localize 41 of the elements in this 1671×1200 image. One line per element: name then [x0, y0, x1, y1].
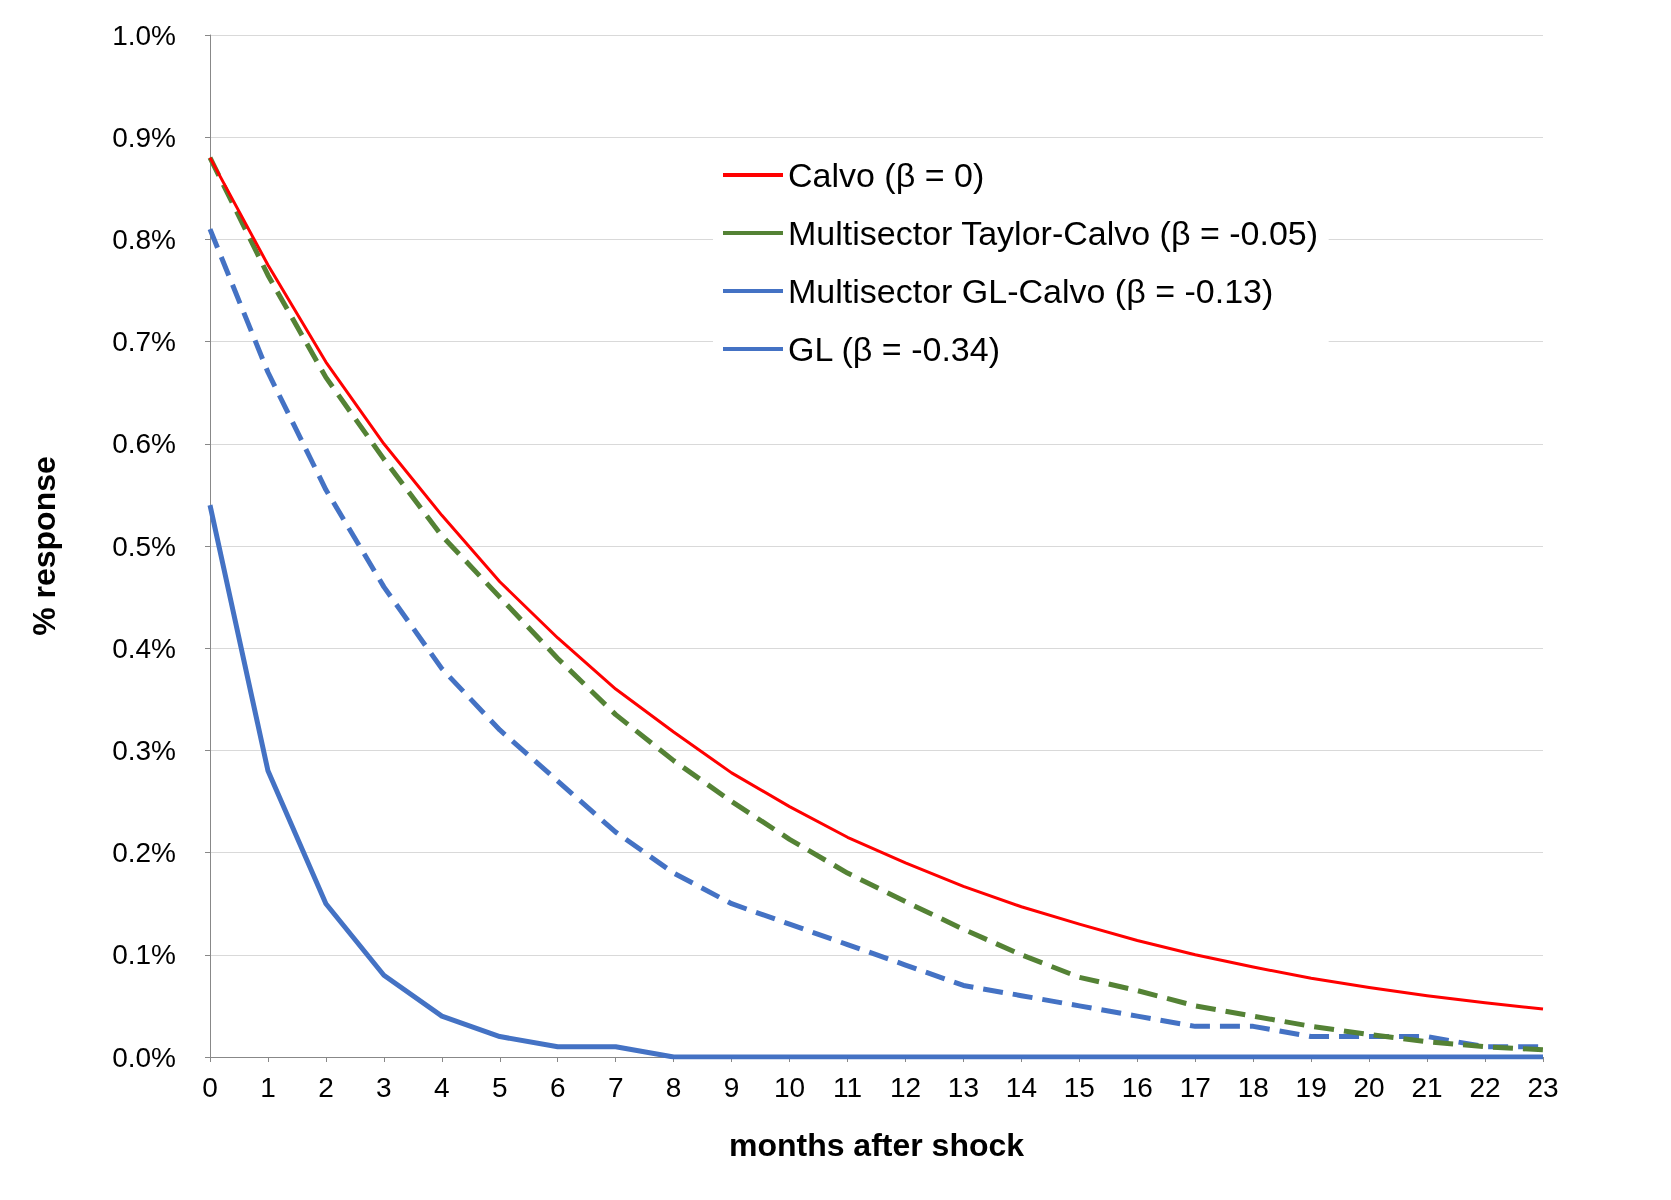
x-tick-label: 22 — [1469, 1071, 1501, 1103]
x-tick-label: 7 — [607, 1071, 624, 1103]
x-tick-label: 21 — [1411, 1071, 1443, 1103]
y-axis-title: % response — [26, 456, 62, 636]
y-tick-label: 0.5% — [112, 530, 176, 562]
x-tick-label: 23 — [1527, 1071, 1559, 1103]
x-tick-label: 17 — [1179, 1071, 1211, 1103]
x-tick-label: 11 — [832, 1071, 863, 1103]
legend-label: GL (β = -0.34) — [788, 330, 1000, 368]
x-tick-label: 6 — [549, 1071, 566, 1103]
x-tick-label: 14 — [1005, 1071, 1037, 1103]
x-tick-label: 8 — [665, 1071, 682, 1103]
x-axis-title: months after shock — [728, 1127, 1025, 1163]
y-tick-label: 0.6% — [112, 428, 176, 460]
y-tick-label: 0.7% — [112, 326, 176, 358]
x-tick-label: 2 — [318, 1071, 334, 1103]
x-tick-label: 10 — [773, 1071, 806, 1103]
x-tick-label: 16 — [1121, 1071, 1153, 1103]
x-tick-label: 0 — [202, 1071, 218, 1103]
x-tick-label: 5 — [491, 1071, 508, 1103]
y-tick-label: 0.8% — [112, 223, 176, 255]
x-tick-label: 19 — [1295, 1071, 1327, 1103]
x-tick-label: 1 — [260, 1071, 276, 1103]
y-tick-label: 0.0% — [112, 1041, 176, 1073]
y-tick-label: 0.3% — [112, 734, 176, 766]
x-tick-label: 15 — [1063, 1071, 1095, 1103]
x-tick-label: 20 — [1353, 1071, 1385, 1103]
x-tick-label: 18 — [1237, 1071, 1269, 1103]
x-tick-label: 12 — [889, 1071, 922, 1103]
x-tick-label: 4 — [434, 1071, 450, 1103]
legend-label: Multisector GL-Calvo (β = -0.13) — [788, 272, 1274, 310]
legend-label: Multisector Taylor-Calvo (β = -0.05) — [788, 214, 1319, 252]
legend-label: Calvo (β = 0) — [788, 156, 985, 194]
x-tick-label: 3 — [376, 1071, 392, 1103]
x-tick-label: 9 — [723, 1071, 740, 1103]
y-tick-label: 0.2% — [112, 837, 176, 869]
x-tick-label: 13 — [947, 1071, 980, 1103]
y-tick-label: 0.4% — [112, 632, 176, 664]
y-tick-label: 1.0% — [112, 19, 176, 51]
y-tick-label: 0.9% — [112, 121, 176, 153]
y-tick-label: 0.1% — [112, 939, 176, 971]
